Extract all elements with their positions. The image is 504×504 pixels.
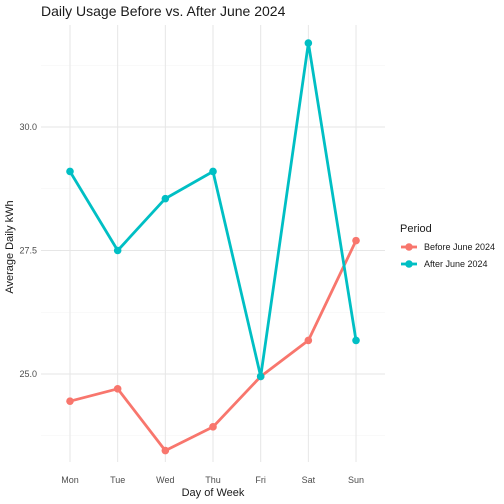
data-point <box>209 423 217 431</box>
legend: Period Before June 2024 After June 2024 <box>400 223 495 269</box>
legend-label: After June 2024 <box>424 259 488 269</box>
data-point <box>113 385 122 393</box>
legend-key-point <box>405 243 413 251</box>
series-group <box>66 39 360 455</box>
data-point <box>161 446 170 455</box>
data-point <box>113 246 122 255</box>
data-point <box>209 167 217 176</box>
y-tick-label: 30.0 <box>19 122 37 132</box>
x-tick-label: Fri <box>255 475 266 485</box>
data-point <box>161 194 170 203</box>
x-axis-title: Day of Week <box>182 487 245 499</box>
x-tick-label: Sat <box>302 475 316 485</box>
x-tick-label: Sun <box>348 475 364 485</box>
x-tick-label: Mon <box>61 475 79 485</box>
data-point <box>304 39 313 47</box>
x-tick-label: Thu <box>205 475 221 485</box>
x-tick-label: Tue <box>110 475 125 485</box>
chart-title: Daily Usage Before vs. After June 2024 <box>41 3 286 19</box>
y-tick-label: 25.0 <box>19 369 37 379</box>
legend-title: Period <box>400 223 432 235</box>
data-point <box>256 372 265 381</box>
data-point <box>352 336 360 345</box>
x-axis-ticks: Mon Tue Wed Thu Fri Sat Sun <box>61 475 364 485</box>
y-tick-label: 27.5 <box>19 246 37 256</box>
data-point <box>66 167 74 176</box>
legend-key-point <box>405 260 413 268</box>
data-point <box>352 236 360 245</box>
x-tick-label: Wed <box>156 475 174 485</box>
y-axis-title: Average Daily kWh <box>4 200 16 293</box>
y-axis-ticks: 25.0 27.5 30.0 <box>19 122 37 379</box>
legend-label: Before June 2024 <box>424 242 495 252</box>
data-point <box>304 336 313 345</box>
data-point <box>66 397 74 405</box>
